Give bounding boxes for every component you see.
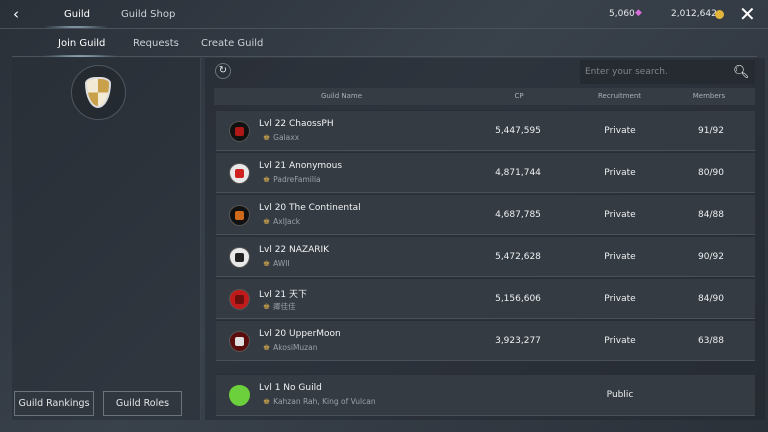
guild-cp: 3,923,277 xyxy=(495,336,541,346)
members: 90/92 xyxy=(698,252,724,262)
guild-emblem-icon xyxy=(229,289,250,310)
own-guild-row: Lvl 1 No Guild ♚ Kahzan Rah, King of Vulc… xyxy=(216,374,755,416)
guild-cp: 5,447,595 xyxy=(495,126,541,136)
guild-name: Lvl 21 Anonymous xyxy=(259,161,343,171)
recruitment: Private xyxy=(604,336,636,346)
members: 80/90 xyxy=(698,168,724,178)
guild-name: Lvl 1 No Guild xyxy=(259,383,322,393)
recruitment: Private xyxy=(604,126,636,136)
search-icon[interactable]: 🔍︎ xyxy=(733,64,750,80)
recruitment: Private xyxy=(604,252,636,262)
guild-cp: 4,687,785 xyxy=(495,210,541,220)
col-members: Members xyxy=(692,92,726,100)
search-input[interactable] xyxy=(580,67,725,77)
guild-roles-button[interactable]: Guild Roles xyxy=(103,391,182,416)
guild-name: Lvl 22 ChaossPH xyxy=(259,119,334,129)
crown-icon: ♚ xyxy=(263,217,271,226)
guild-leader: ♚ 卿佳佳 xyxy=(263,301,296,312)
recruitment: Private xyxy=(604,294,636,304)
guild-rankings-button[interactable]: Guild Rankings xyxy=(14,391,94,416)
members: 63/88 xyxy=(698,336,724,346)
table-row[interactable]: Lvl 22 NAZARIK ♚ AWII 5,472,628 Private 9… xyxy=(216,236,755,277)
recruitment: Public xyxy=(606,390,634,400)
guild-emblem-icon xyxy=(229,247,250,268)
refresh-icon[interactable]: ↻ xyxy=(215,63,231,79)
leader-name: Galaxx xyxy=(273,133,300,142)
members: 84/88 xyxy=(698,210,724,220)
tab-guild-shop[interactable]: Guild Shop xyxy=(121,9,176,20)
crown-icon: ♚ xyxy=(263,133,271,142)
crown-icon: ♚ xyxy=(263,175,271,184)
guild-leader: ♚ AkosiMuzan xyxy=(263,343,317,352)
crown-icon: ♚ xyxy=(263,397,271,406)
crown-icon: ♚ xyxy=(263,343,271,352)
table-row[interactable]: Lvl 21 天下 ♚ 卿佳佳 5,156,606 Private 84/90 xyxy=(216,278,755,319)
guild-cp: 5,156,606 xyxy=(495,294,541,304)
crown-icon: ♚ xyxy=(263,302,271,311)
leader-name: 卿佳佳 xyxy=(273,302,296,311)
table-row[interactable]: Lvl 22 ChaossPH ♚ Galaxx 5,447,595 Privat… xyxy=(216,110,755,151)
guild-emblem-icon xyxy=(229,205,250,226)
leader-name: Kahzan Rah, King of Vulcan xyxy=(273,397,376,406)
tab-guild-underline xyxy=(45,26,107,28)
members: 91/92 xyxy=(698,126,724,136)
table-row[interactable]: Lvl 20 UpperMoon ♚ AkosiMuzan 3,923,277 P… xyxy=(216,320,755,361)
subtab-bar xyxy=(12,30,757,57)
tab-guild[interactable]: Guild xyxy=(64,9,90,20)
guild-leader: ♚ PadreFamilia xyxy=(263,175,321,184)
gems-count: 5,060 xyxy=(609,9,635,19)
subtab-create-guild[interactable]: Create Guild xyxy=(201,38,264,49)
guild-leader: ♚ AWII xyxy=(263,259,290,268)
guild-emblem-icon xyxy=(229,163,250,184)
guild-name: Lvl 21 天下 xyxy=(259,290,308,300)
leader-name: PadreFamilia xyxy=(273,175,321,184)
crown-icon: ♚ xyxy=(263,259,271,268)
gem-icon: ◆ xyxy=(635,8,642,18)
guild-emblem-icon xyxy=(229,331,250,352)
shield-icon xyxy=(85,77,111,108)
leader-name: AxlJack xyxy=(273,217,301,226)
col-cp: CP xyxy=(514,92,524,100)
guild-cp: 5,472,628 xyxy=(495,252,541,262)
col-guild-name: Guild Name xyxy=(320,92,363,100)
guild-emblem-icon xyxy=(229,385,250,406)
leader-name: AWII xyxy=(273,259,290,268)
guild-name: Lvl 22 NAZARIK xyxy=(259,245,330,255)
guild-leader: ♚ Kahzan Rah, King of Vulcan xyxy=(263,397,376,406)
leader-name: AkosiMuzan xyxy=(273,343,318,352)
top-bar xyxy=(0,0,768,29)
guild-name: Lvl 20 The Continental xyxy=(259,203,361,213)
recruitment: Private xyxy=(604,168,636,178)
guild-leader: ♚ Galaxx xyxy=(263,133,299,142)
back-icon[interactable]: ‹ xyxy=(13,5,19,23)
members: 84/90 xyxy=(698,294,724,304)
subtab-requests[interactable]: Requests xyxy=(133,38,179,49)
table-row[interactable]: Lvl 20 The Continental ♚ AxlJack 4,687,78… xyxy=(216,194,755,235)
gold-coin-icon xyxy=(715,10,724,19)
subtab-underline xyxy=(45,55,115,57)
close-icon[interactable]: ✕ xyxy=(739,2,756,26)
guild-name: Lvl 20 UpperMoon xyxy=(259,329,341,339)
table-header: Guild Name CP Recruitment Members xyxy=(214,88,755,105)
guild-emblem-icon xyxy=(229,121,250,142)
recruitment: Private xyxy=(604,210,636,220)
guild-leader: ♚ AxlJack xyxy=(263,217,300,226)
search-box[interactable]: 🔍︎ xyxy=(580,60,755,84)
subtab-join-guild[interactable]: Join Guild xyxy=(58,38,106,49)
col-recruitment: Recruitment xyxy=(597,92,641,100)
gold-count: 2,012,642 xyxy=(671,9,717,19)
table-row[interactable]: Lvl 21 Anonymous ♚ PadreFamilia 4,871,744… xyxy=(216,152,755,193)
guild-cp: 4,871,744 xyxy=(495,168,541,178)
